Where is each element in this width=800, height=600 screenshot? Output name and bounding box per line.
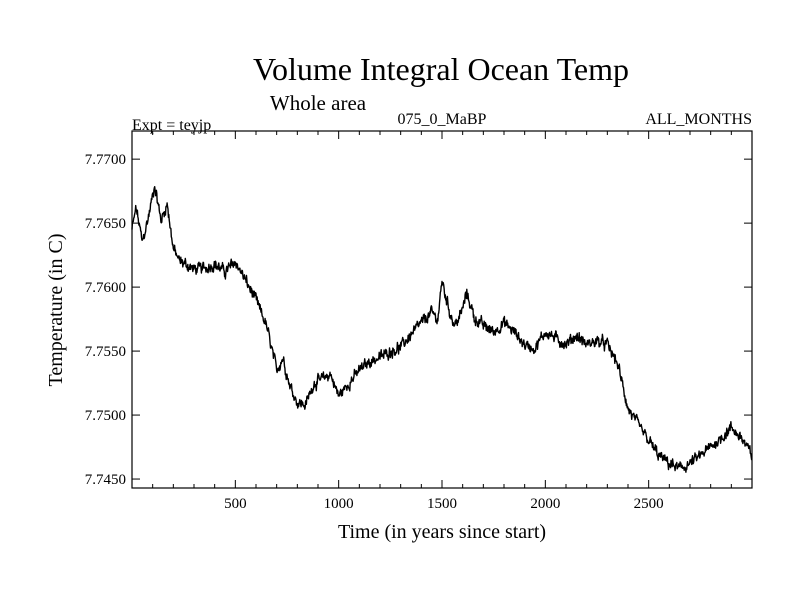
months-label: ALL_MONTHS [645, 111, 752, 128]
chart-title: Volume Integral Ocean Temp [253, 51, 629, 87]
x-axis: 500 1000 1500 2000 2500 [152, 131, 732, 512]
temperature-series-line [131, 185, 753, 473]
y-tick-label: 7.7450 [85, 472, 126, 488]
y-tick-label: 7.7550 [85, 344, 126, 360]
y-tick-label: 7.7650 [85, 216, 126, 232]
y-axis: 7.7450 7.7500 7.7550 7.7600 7.7650 7.7700 [85, 152, 752, 488]
x-tick-label: 2500 [634, 496, 664, 512]
y-tick-label: 7.7600 [85, 280, 126, 296]
x-tick-label: 1000 [324, 496, 354, 512]
x-axis-label: Time (in years since start) [338, 521, 546, 543]
plot-frame [131, 130, 753, 489]
experiment-label: Expt = teyjp [132, 117, 211, 134]
y-axis-label: Temperature (in C) [45, 234, 67, 387]
chart-subtitle: Whole area [270, 91, 367, 115]
run-label: 075_0_MaBP [398, 111, 487, 128]
y-tick-label: 7.7500 [85, 408, 126, 424]
x-tick-label: 1500 [427, 496, 457, 512]
x-tick-label: 500 [224, 496, 247, 512]
x-tick-label: 2000 [530, 496, 560, 512]
y-tick-label: 7.7700 [85, 152, 126, 168]
